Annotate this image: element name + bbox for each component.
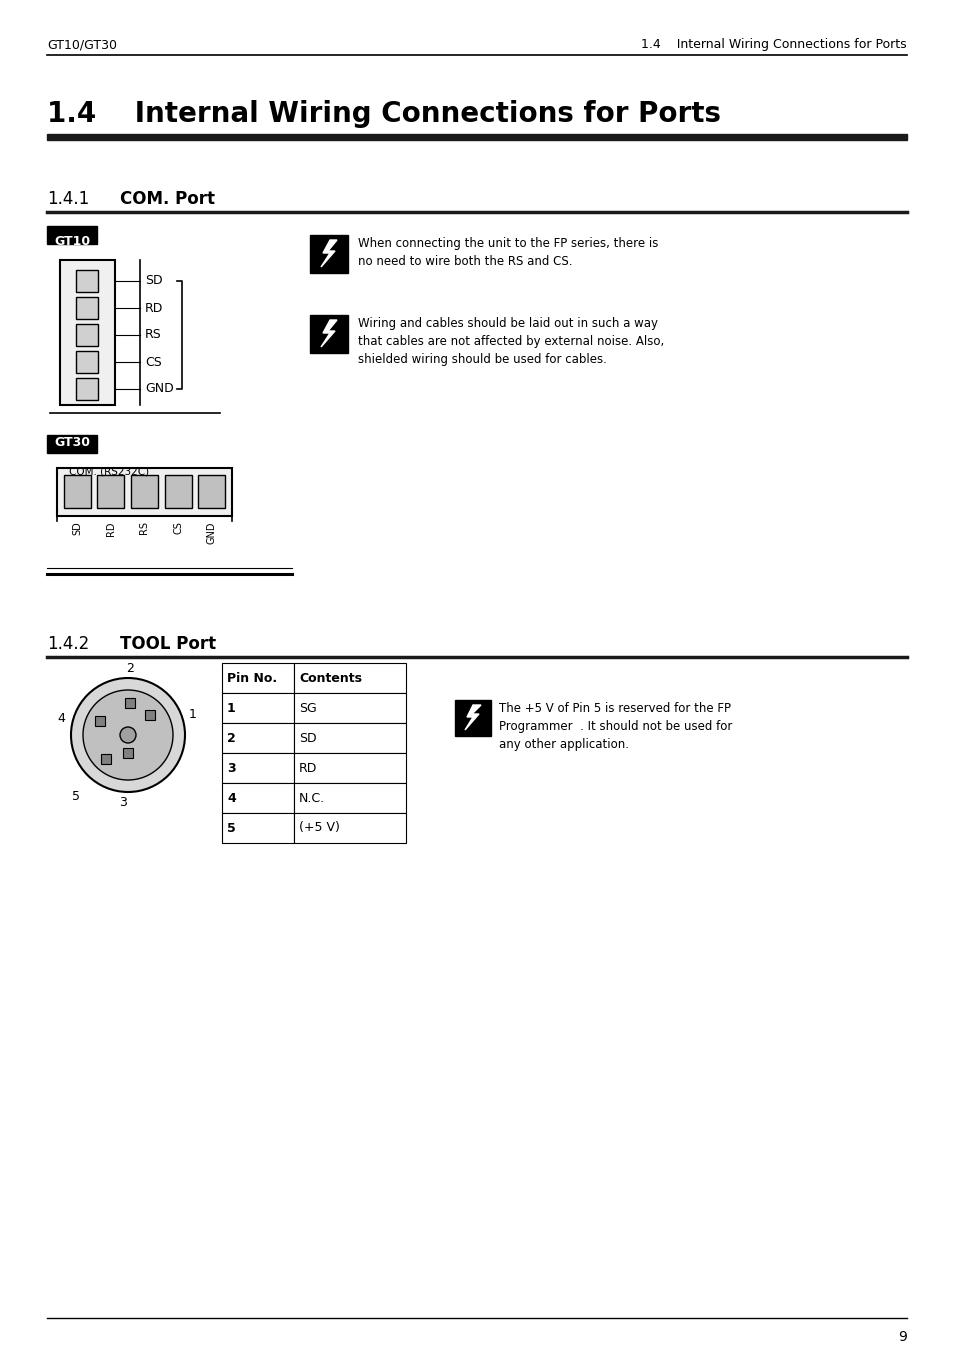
Text: 9: 9: [897, 1330, 906, 1344]
Polygon shape: [320, 240, 336, 267]
Text: CS: CS: [145, 356, 162, 368]
Text: SD: SD: [145, 275, 162, 287]
Bar: [294, 663, 406, 693]
Text: COM. Port: COM. Port: [120, 190, 214, 208]
Text: GT10/GT30: GT10/GT30: [47, 38, 117, 51]
Text: 4: 4: [57, 713, 65, 725]
Bar: [125, 698, 135, 708]
Polygon shape: [464, 705, 480, 731]
Bar: [222, 754, 294, 783]
Text: GND: GND: [145, 383, 173, 395]
Circle shape: [83, 690, 172, 780]
Text: 5: 5: [227, 821, 235, 834]
Text: 1: 1: [189, 709, 196, 721]
Circle shape: [120, 727, 136, 743]
Text: 3: 3: [119, 795, 127, 809]
Bar: [310, 235, 348, 274]
Bar: [95, 716, 105, 727]
Text: COM. (RS232C): COM. (RS232C): [69, 466, 149, 476]
Bar: [310, 315, 348, 353]
Text: SD: SD: [72, 520, 82, 535]
Text: (+5 V): (+5 V): [298, 821, 339, 834]
Bar: [57, 468, 232, 516]
Bar: [145, 710, 154, 720]
Text: CS: CS: [173, 520, 183, 534]
Text: N.C.: N.C.: [298, 791, 325, 805]
Circle shape: [71, 678, 185, 793]
Bar: [64, 474, 91, 508]
Text: Wiring and cables should be laid out in such a way
that cables are not affected : Wiring and cables should be laid out in …: [357, 317, 663, 367]
Bar: [294, 754, 406, 783]
Text: Contents: Contents: [298, 671, 361, 685]
Text: RD: RD: [145, 302, 163, 314]
Text: 2: 2: [227, 732, 235, 744]
Bar: [101, 754, 111, 764]
Text: SD: SD: [298, 732, 316, 744]
Text: 1.4.1: 1.4.1: [47, 190, 90, 208]
Bar: [123, 748, 132, 758]
Bar: [76, 297, 98, 319]
Bar: [47, 226, 97, 244]
Text: 4: 4: [227, 791, 235, 805]
Bar: [222, 693, 294, 723]
Text: 1.4.2: 1.4.2: [47, 635, 90, 652]
Bar: [76, 350, 98, 373]
Text: The +5 V of Pin 5 is reserved for the FP
Programmer  . It should not be used for: The +5 V of Pin 5 is reserved for the FP…: [498, 702, 732, 751]
Bar: [47, 435, 97, 453]
Text: GT10: GT10: [54, 235, 90, 248]
Bar: [222, 783, 294, 813]
Text: 3: 3: [227, 762, 235, 775]
Bar: [76, 377, 98, 400]
Bar: [222, 813, 294, 842]
Text: RD: RD: [298, 762, 317, 775]
Text: 5: 5: [71, 790, 80, 803]
Bar: [97, 474, 124, 508]
Bar: [294, 723, 406, 754]
Text: SG: SG: [298, 701, 316, 714]
Bar: [76, 324, 98, 346]
Text: GT30: GT30: [54, 435, 90, 449]
Text: RD: RD: [106, 520, 115, 535]
Bar: [294, 813, 406, 842]
Text: TOOL Port: TOOL Port: [120, 635, 216, 652]
Text: 1.4    Internal Wiring Connections for Ports: 1.4 Internal Wiring Connections for Port…: [47, 100, 720, 128]
Bar: [294, 783, 406, 813]
Text: RS: RS: [139, 520, 150, 534]
Polygon shape: [320, 319, 336, 346]
Text: RS: RS: [145, 329, 162, 341]
Text: 1.4    Internal Wiring Connections for Ports: 1.4 Internal Wiring Connections for Port…: [640, 38, 906, 51]
Bar: [131, 474, 158, 508]
Bar: [222, 723, 294, 754]
Bar: [222, 663, 294, 693]
Text: GND: GND: [207, 520, 216, 543]
Text: 1: 1: [227, 701, 235, 714]
Text: 2: 2: [126, 662, 133, 674]
Bar: [76, 270, 98, 293]
Bar: [60, 260, 115, 404]
Bar: [165, 474, 192, 508]
Bar: [294, 693, 406, 723]
Bar: [198, 474, 225, 508]
Text: Pin No.: Pin No.: [227, 671, 276, 685]
Text: When connecting the unit to the FP series, there is
no need to wire both the RS : When connecting the unit to the FP serie…: [357, 237, 658, 268]
Bar: [47, 133, 906, 140]
Bar: [455, 700, 491, 736]
